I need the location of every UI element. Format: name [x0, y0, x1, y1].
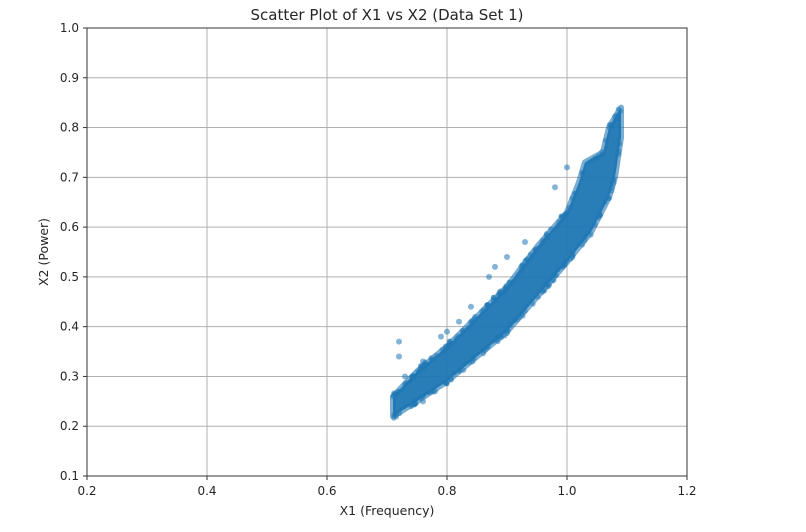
y-axis-ticks: 0.1 0.2 0.3 0.4 0.5 0.6 0.7 0.8 0.9 1.0	[60, 21, 87, 483]
plot-frame	[86, 27, 688, 477]
x-tick-label: 0.2	[77, 484, 96, 498]
x-tick-label: 0.4	[197, 484, 216, 498]
x-tick-label: 0.6	[317, 484, 336, 498]
y-tick-label: 0.9	[60, 71, 79, 85]
x-tick-label: 0.8	[437, 484, 456, 498]
y-tick-label: 0.7	[60, 170, 79, 184]
y-tick-label: 0.3	[60, 369, 79, 383]
y-axis-label: X2 (Power)	[36, 218, 51, 286]
x-tick-label: 1.0	[557, 484, 576, 498]
grid-lines	[86, 27, 688, 477]
x-tick-label: 1.2	[677, 484, 696, 498]
x-axis-ticks: 0.2 0.4 0.6 0.8 1.0 1.2	[77, 476, 697, 498]
y-tick-label: 0.8	[60, 121, 79, 135]
chart-title: Scatter Plot of X1 vs X2 (Data Set 1)	[250, 6, 523, 24]
y-tick-label: 0.1	[60, 469, 79, 483]
y-tick-label: 1.0	[60, 21, 79, 35]
x-axis-label: X1 (Frequency)	[340, 503, 435, 518]
y-tick-label: 0.2	[60, 419, 79, 433]
y-tick-label: 0.6	[60, 220, 79, 234]
y-tick-label: 0.4	[60, 320, 79, 334]
y-tick-label: 0.5	[60, 270, 79, 284]
data-points	[390, 104, 624, 421]
